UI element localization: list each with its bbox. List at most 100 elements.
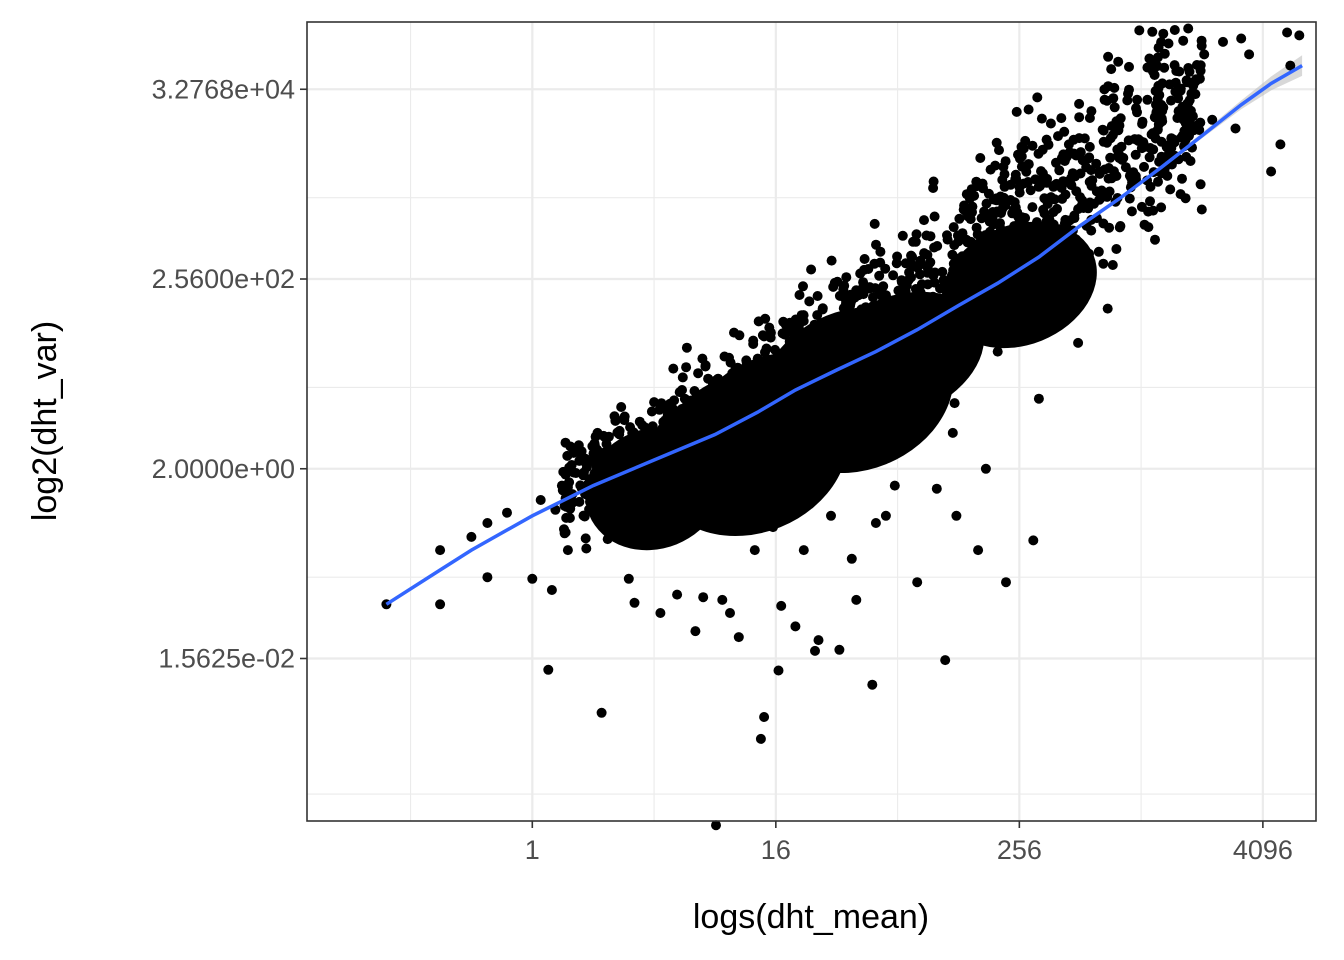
data-point [1183, 63, 1194, 73]
data-point [1178, 35, 1189, 46]
data-point [947, 427, 958, 438]
data-point [1025, 185, 1036, 196]
data-point [760, 347, 770, 358]
data-point [1083, 153, 1094, 164]
data-point [1130, 149, 1141, 160]
data-point [978, 183, 988, 194]
data-point [588, 455, 599, 465]
data-point [932, 241, 943, 251]
data-point [1136, 201, 1147, 212]
y-tick-label: 3.2768e+04 [152, 74, 295, 104]
data-point [1037, 144, 1048, 155]
data-point [1052, 203, 1062, 214]
data-point [1230, 123, 1241, 134]
data-point [1171, 66, 1182, 76]
data-point [1104, 222, 1115, 233]
data-point [1079, 133, 1090, 144]
data-point [1045, 118, 1056, 129]
data-point [1115, 221, 1126, 231]
smooth-line-layer [385, 64, 1303, 606]
data-point [634, 416, 645, 427]
data-point [760, 313, 771, 324]
data-point [1199, 49, 1210, 60]
data-point [908, 236, 919, 247]
data-point [1036, 113, 1047, 124]
data-point [1156, 202, 1167, 213]
data-point [1114, 120, 1125, 131]
data-point [921, 230, 932, 241]
data-point [1066, 180, 1077, 191]
data-point [737, 518, 748, 528]
data-point [1150, 234, 1160, 245]
data-point [1008, 204, 1019, 215]
data-point [681, 362, 692, 373]
data-point [1069, 210, 1080, 221]
data-point [1098, 136, 1109, 147]
data-point [1166, 95, 1176, 106]
data-point [867, 679, 878, 690]
data-point [695, 447, 706, 458]
data-point [776, 600, 787, 611]
data-point [1170, 86, 1181, 97]
data-point [1173, 106, 1184, 117]
data-point [949, 240, 960, 251]
data-point [874, 287, 885, 298]
data-point [619, 415, 630, 426]
data-point [855, 268, 866, 279]
data-point [785, 477, 796, 488]
data-point [729, 327, 739, 338]
data-point [958, 204, 969, 215]
data-point [1137, 116, 1148, 127]
y-tick-label: 2.0000e+00 [152, 454, 295, 484]
data-point [912, 262, 922, 273]
data-point [654, 404, 665, 415]
data-point [1218, 36, 1228, 47]
data-point [888, 270, 899, 281]
data-point [1111, 244, 1122, 254]
data-point [1184, 117, 1195, 128]
data-point [592, 444, 603, 455]
data-point [1139, 219, 1150, 230]
data-point [1195, 65, 1206, 76]
data-point [947, 249, 958, 260]
data-point [1074, 98, 1085, 109]
data-point [715, 475, 726, 485]
data-point [1185, 156, 1196, 166]
data-point [1091, 186, 1102, 197]
data-point [614, 425, 625, 436]
data-point [1053, 283, 1064, 294]
data-point [842, 310, 853, 321]
data-point [889, 480, 900, 491]
data-point [755, 733, 766, 744]
data-point [1142, 94, 1153, 105]
data-point [759, 712, 770, 722]
data-point [985, 164, 996, 175]
data-point [1285, 60, 1296, 71]
data-point [725, 357, 736, 368]
data-point [780, 318, 791, 329]
data-point [1016, 161, 1027, 172]
data-point [1106, 173, 1117, 184]
data-point [629, 597, 640, 608]
data-point [1153, 176, 1163, 187]
data-point [893, 285, 904, 296]
data-point [466, 531, 477, 542]
data-point [1180, 193, 1191, 204]
data-point [1158, 28, 1169, 39]
data-point [1098, 258, 1109, 269]
data-point [690, 626, 701, 637]
data-point [999, 169, 1010, 180]
data-point [859, 254, 870, 264]
data-point [1023, 104, 1034, 115]
data-point [1069, 148, 1080, 159]
data-point [1153, 80, 1164, 91]
data-point [846, 553, 857, 564]
data-point [604, 518, 615, 528]
data-point [804, 296, 815, 307]
data-point [773, 665, 784, 676]
data-point [580, 533, 591, 544]
data-point [991, 137, 1002, 148]
data-point [1073, 337, 1084, 348]
data-point [1093, 246, 1104, 257]
data-point [482, 572, 493, 583]
